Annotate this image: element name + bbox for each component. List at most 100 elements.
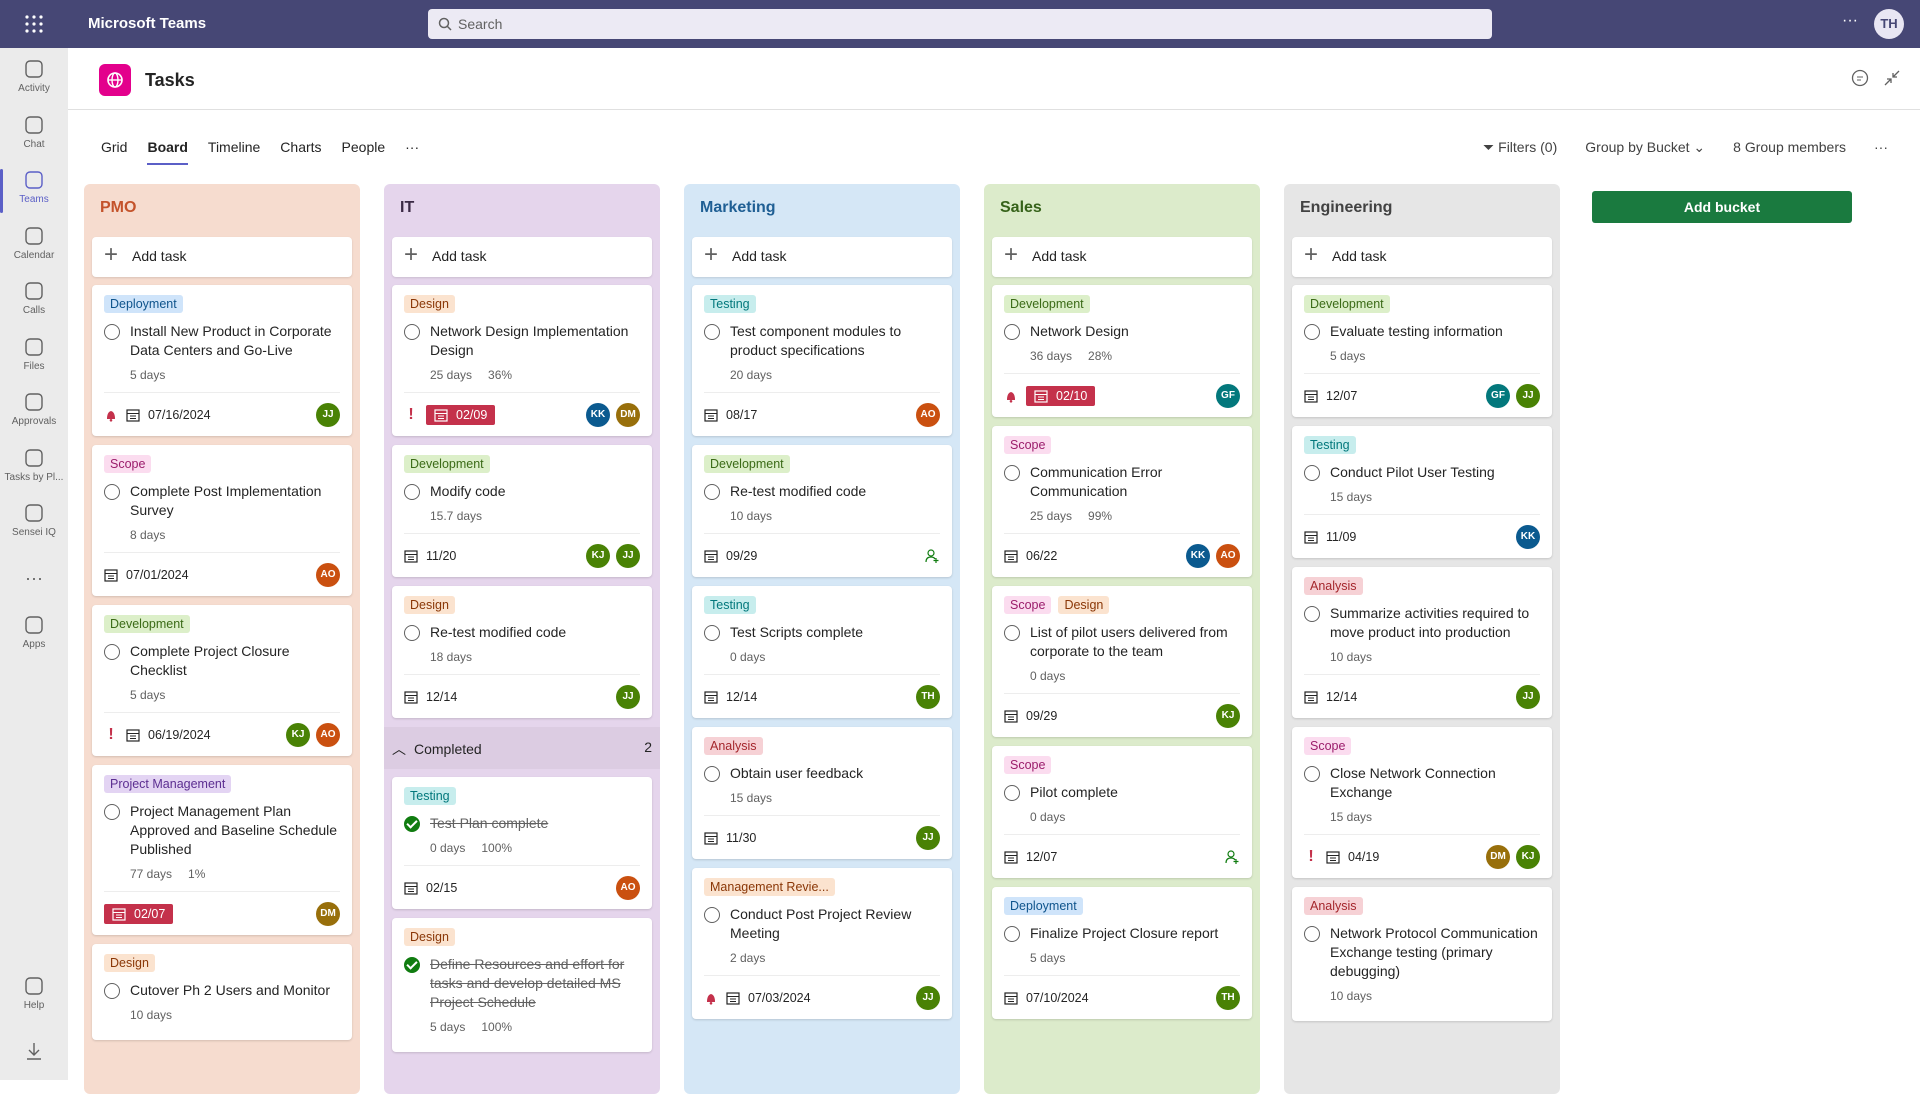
task-card[interactable]: Scope Close Network Connection Exchange 15… [1292, 727, 1552, 878]
task-card[interactable]: Scope Complete Post Implementation Survey… [92, 445, 352, 596]
task-card[interactable]: Deployment Finalize Project Closure repor… [992, 887, 1252, 1019]
assignee-avatar[interactable]: GF [1486, 383, 1510, 408]
task-card[interactable]: Design Cutover Ph 2 Users and Monitor 10 d… [92, 944, 352, 1040]
task-card[interactable]: Testing Conduct Pilot User Testing 15 days… [1292, 426, 1552, 558]
download-button[interactable] [0, 1040, 68, 1065]
rail-item[interactable]: Approvals [0, 391, 68, 427]
complete-checkbox[interactable] [404, 324, 420, 340]
search-box[interactable]: Search [428, 9, 1492, 39]
task-card[interactable]: Analysis Obtain user feedback 15 days 11/30… [692, 727, 952, 859]
collapse-button[interactable] [1882, 68, 1902, 88]
complete-checkbox[interactable] [1004, 785, 1020, 801]
task-card[interactable]: Development Evaluate testing information 5… [1292, 285, 1552, 417]
rail-item[interactable]: Sensei IQ [0, 502, 68, 538]
user-avatar[interactable]: TH [1874, 9, 1904, 39]
task-card[interactable]: Scope Design List of pilot users delivered… [992, 586, 1252, 737]
task-card[interactable]: Testing Test Scripts complete 0 days 12/14 T… [692, 586, 952, 718]
complete-checkbox[interactable] [404, 625, 420, 641]
complete-checkbox[interactable] [704, 625, 720, 641]
assignee-avatar[interactable]: JJ [316, 402, 340, 427]
task-card[interactable]: Analysis Summarize activities required to… [1292, 567, 1552, 718]
assignee-avatar[interactable]: JJ [916, 825, 940, 850]
view-tab[interactable]: Grid [101, 139, 128, 155]
task-card[interactable]: Design Re-test modified code 18 days 12/14 J… [392, 586, 652, 718]
completed-header[interactable]: ︿ Completed 2 [384, 727, 660, 769]
rail-item[interactable]: Calendar [0, 225, 68, 261]
complete-checkbox[interactable] [104, 324, 120, 340]
assignee-avatar[interactable]: JJ [616, 684, 640, 709]
assignee-avatar[interactable]: DM [1486, 844, 1510, 869]
assign-button[interactable] [924, 548, 940, 564]
task-card[interactable]: Scope Communication Error Communication 25… [992, 426, 1252, 577]
complete-checkbox[interactable] [1304, 606, 1320, 622]
rail-item[interactable]: Apps [0, 614, 68, 650]
complete-checkbox[interactable] [1304, 465, 1320, 481]
task-card[interactable]: Management Revie... Conduct Post Project … [692, 868, 952, 1019]
complete-checkbox[interactable] [104, 804, 120, 820]
complete-checkbox[interactable] [704, 484, 720, 500]
task-card[interactable]: Development Modify code 15.7 days 11/20 KJ JJ [392, 445, 652, 577]
complete-checkbox[interactable] [104, 644, 120, 660]
app-launcher[interactable] [24, 14, 44, 34]
assignee-avatar[interactable]: JJ [1516, 383, 1540, 408]
complete-checkbox[interactable] [404, 957, 420, 973]
rail-item[interactable]: Calls [0, 280, 68, 316]
assignee-avatar[interactable]: AO [616, 875, 640, 900]
complete-checkbox[interactable] [1004, 465, 1020, 481]
assignee-avatar[interactable]: KJ [1516, 844, 1540, 869]
assignee-avatar[interactable]: JJ [916, 985, 940, 1010]
add-bucket-button[interactable]: Add bucket [1592, 191, 1852, 223]
rail-item[interactable]: Tasks by Pl... [0, 447, 68, 483]
members-button[interactable]: 8 Group members [1733, 139, 1846, 156]
assignee-avatar[interactable]: AO [916, 402, 940, 427]
view-tab[interactable]: People [341, 139, 386, 155]
assignee-avatar[interactable]: JJ [1516, 684, 1540, 709]
task-card[interactable]: Design Network Design Implementation Desi… [392, 285, 652, 436]
add-task-button[interactable]: Add task [92, 237, 352, 277]
task-card[interactable]: Analysis Network Protocol Communication E… [1292, 887, 1552, 1021]
add-task-button[interactable]: Add task [1292, 237, 1552, 277]
chat-button[interactable] [1850, 68, 1870, 88]
complete-checkbox[interactable] [704, 324, 720, 340]
task-card[interactable]: Scope Pilot complete 0 days 12/07 [992, 746, 1252, 878]
more-menu[interactable]: ··· [1842, 12, 1858, 29]
complete-checkbox[interactable] [704, 766, 720, 782]
assignee-avatar[interactable]: KK [1186, 543, 1210, 568]
complete-checkbox[interactable] [1304, 926, 1320, 942]
complete-checkbox[interactable] [1004, 625, 1020, 641]
assignee-avatar[interactable]: GF [1216, 383, 1240, 408]
complete-checkbox[interactable] [704, 907, 720, 923]
assignee-avatar[interactable]: AO [316, 722, 340, 747]
complete-checkbox[interactable] [404, 816, 420, 832]
task-card[interactable]: Development Network Design 36 days 28% 02/10… [992, 285, 1252, 417]
view-tab[interactable]: Timeline [207, 139, 261, 155]
rail-item[interactable]: Chat [0, 114, 68, 150]
add-task-button[interactable]: Add task [692, 237, 952, 277]
task-card[interactable]: Testing Test component modules to product… [692, 285, 952, 436]
assignee-avatar[interactable]: AO [316, 562, 340, 587]
rail-item[interactable]: Files [0, 336, 68, 372]
task-card[interactable]: Testing Test Plan complete 0 days 100% 02/15… [392, 777, 652, 909]
rail-item[interactable]: Teams [0, 169, 68, 213]
add-task-button[interactable]: Add task [392, 237, 652, 277]
task-card[interactable]: Development Complete Project Closure Chec… [92, 605, 352, 756]
assignee-avatar[interactable]: KJ [1216, 703, 1240, 728]
assignee-avatar[interactable]: DM [316, 901, 340, 926]
view-tab[interactable]: Charts [280, 139, 322, 155]
complete-checkbox[interactable] [1004, 926, 1020, 942]
assignee-avatar[interactable]: AO [1216, 543, 1240, 568]
complete-checkbox[interactable] [104, 484, 120, 500]
rail-more[interactable]: ··· [25, 568, 43, 588]
assignee-avatar[interactable]: KK [586, 402, 610, 427]
assignee-avatar[interactable]: KJ [586, 543, 610, 568]
complete-checkbox[interactable] [1004, 324, 1020, 340]
assignee-avatar[interactable]: DM [616, 402, 640, 427]
complete-checkbox[interactable] [1304, 766, 1320, 782]
task-card[interactable]: Project Management Project Management Pla… [92, 765, 352, 935]
complete-checkbox[interactable] [404, 484, 420, 500]
assign-button[interactable] [1224, 849, 1240, 865]
assignee-avatar[interactable]: TH [1216, 985, 1240, 1010]
tab-more[interactable]: ··· [405, 139, 420, 155]
assignee-avatar[interactable]: TH [916, 684, 940, 709]
task-card[interactable]: Deployment Install New Product in Corpora… [92, 285, 352, 436]
